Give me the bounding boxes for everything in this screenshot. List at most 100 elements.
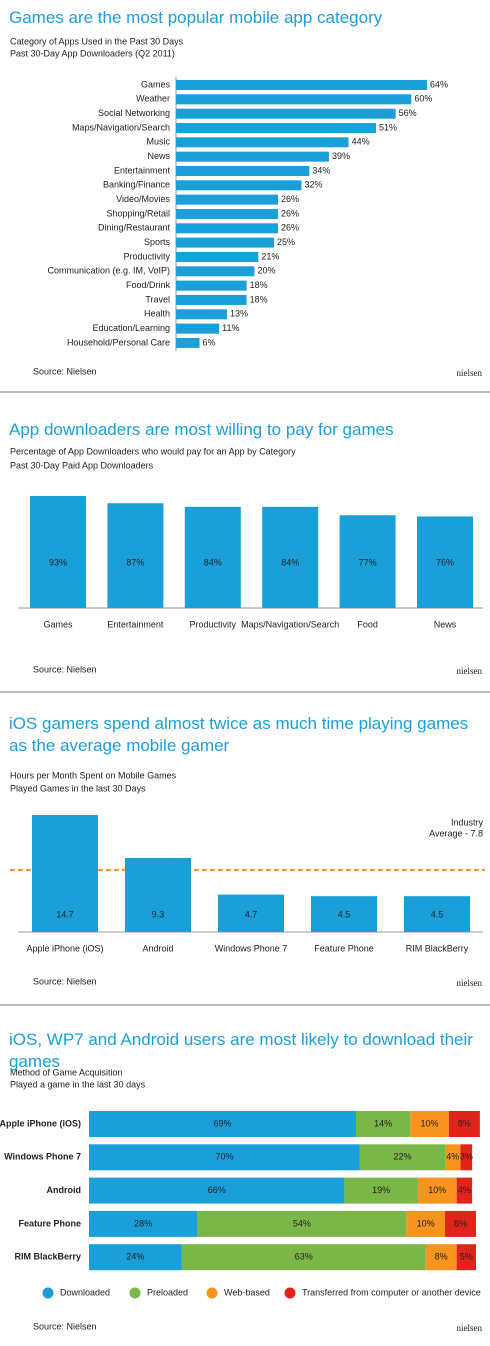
bar xyxy=(176,108,396,119)
bar xyxy=(30,496,86,608)
value-label: 14.7 xyxy=(56,909,74,919)
category-label: Apple iPhone (iOS) xyxy=(26,943,103,953)
chart-subtitle: Percentage of App Downloaders who would … xyxy=(10,446,296,456)
value-label: 8% xyxy=(458,1118,471,1128)
category-label: Entertainment xyxy=(114,165,171,175)
category-label: Music xyxy=(146,137,170,147)
bar xyxy=(176,309,227,320)
value-label: 11% xyxy=(222,323,239,333)
value-label: 60% xyxy=(414,94,432,104)
category-label: Games xyxy=(43,619,73,629)
chart-title: App downloaders are most willing to pay … xyxy=(9,420,394,439)
bar-segment xyxy=(89,1177,345,1204)
category-label: Feature Phone xyxy=(18,1218,81,1228)
value-label: 10% xyxy=(428,1185,446,1195)
value-label: 39% xyxy=(332,151,350,161)
value-label: 8% xyxy=(454,1218,467,1228)
value-label: 26% xyxy=(281,208,299,218)
legend-swatch xyxy=(206,1287,218,1299)
value-label: 10% xyxy=(421,1118,439,1128)
value-label: 10% xyxy=(417,1218,435,1228)
bar xyxy=(176,251,259,262)
value-label: 19% xyxy=(372,1185,390,1195)
value-label: 84% xyxy=(281,557,299,567)
value-label: 69% xyxy=(214,1118,232,1128)
category-label: Banking/Finance xyxy=(103,180,170,190)
bar xyxy=(218,894,284,932)
logo: nielsen xyxy=(457,1323,483,1333)
category-label: Android xyxy=(47,1185,82,1195)
category-label: Feature Phone xyxy=(314,943,374,953)
legend-swatch xyxy=(284,1287,296,1299)
category-label: Weather xyxy=(136,94,170,104)
bar-segment xyxy=(181,1244,426,1271)
source: Source: Nielsen xyxy=(33,664,97,674)
bar xyxy=(404,896,470,932)
category-label: Social Networking xyxy=(98,108,170,118)
bar-segment xyxy=(89,1244,182,1271)
bar-segment xyxy=(406,1210,446,1237)
legend-swatch xyxy=(42,1287,54,1299)
chart-subtitle: Hours per Month Spent on Mobile Games xyxy=(10,770,177,780)
category-label: Video/Movies xyxy=(116,194,170,204)
bar-segment xyxy=(448,1111,480,1137)
category-label: Health xyxy=(144,309,170,319)
category-label: Maps/Navigation/Search xyxy=(241,619,339,629)
bar xyxy=(176,266,255,277)
bar-segment xyxy=(456,1177,473,1204)
bar xyxy=(176,280,247,291)
legend-label: Transferred from computer or another dev… xyxy=(302,1287,481,1297)
bar xyxy=(339,515,396,608)
category-label: Android xyxy=(142,943,173,953)
category-label: News xyxy=(147,151,170,161)
value-label: 66% xyxy=(208,1185,226,1195)
value-label: 8% xyxy=(435,1252,448,1262)
value-label: 34% xyxy=(312,165,330,175)
value-label: 13% xyxy=(230,309,248,319)
chart-title: iOS, WP7 and Android users are most like… xyxy=(9,1030,473,1071)
value-label: 22% xyxy=(393,1152,411,1162)
bar xyxy=(176,223,278,234)
bar-segment xyxy=(425,1244,457,1271)
category-label: Household/Personal Care xyxy=(67,337,170,347)
value-label: 18% xyxy=(250,294,268,304)
chart-subtitle: Method of Game Acquisition xyxy=(10,1067,123,1077)
category-label: RIM BlackBerry xyxy=(406,943,469,953)
bar-segment xyxy=(456,1244,476,1271)
bar xyxy=(311,896,377,932)
bar xyxy=(417,516,473,608)
value-label: 76% xyxy=(436,557,454,567)
value-label: 25% xyxy=(277,237,295,247)
legend-swatch xyxy=(129,1287,141,1299)
bar-segment xyxy=(417,1177,457,1204)
value-label: 87% xyxy=(126,557,144,567)
value-label: 14% xyxy=(374,1118,392,1128)
category-label: Games xyxy=(141,79,171,89)
logo: nielsen xyxy=(457,368,483,378)
category-label: News xyxy=(434,619,457,629)
chart-note: Played Games in the last 30 Days xyxy=(10,783,146,793)
category-label: Productivity xyxy=(190,619,237,629)
value-label: 26% xyxy=(281,223,299,233)
value-label: 32% xyxy=(305,180,323,190)
reference-label: Industry xyxy=(451,817,484,827)
value-label: 4.5 xyxy=(338,909,351,919)
chart-title: Games are the most popular mobile app ca… xyxy=(9,8,383,27)
bar xyxy=(176,294,247,305)
category-label: Maps/Navigation/Search xyxy=(72,122,170,132)
category-label: Dining/Restaurant xyxy=(98,223,171,233)
category-label: Communication (e.g. IM, VoIP) xyxy=(47,266,170,276)
chart-note: Past 30-Day Paid App Downloaders xyxy=(10,460,154,470)
bar-segment xyxy=(460,1144,473,1171)
chart-note: Played a game in the last 30 days xyxy=(10,1079,146,1089)
chart-title: iOS gamers spend almost twice as much ti… xyxy=(9,714,469,755)
value-label: 56% xyxy=(399,108,417,118)
bar xyxy=(176,122,377,133)
logo: nielsen xyxy=(457,978,483,988)
bar xyxy=(184,506,241,608)
bar-segment xyxy=(445,1144,461,1171)
bar xyxy=(176,180,302,191)
category-label: RIM BlackBerry xyxy=(14,1252,81,1262)
